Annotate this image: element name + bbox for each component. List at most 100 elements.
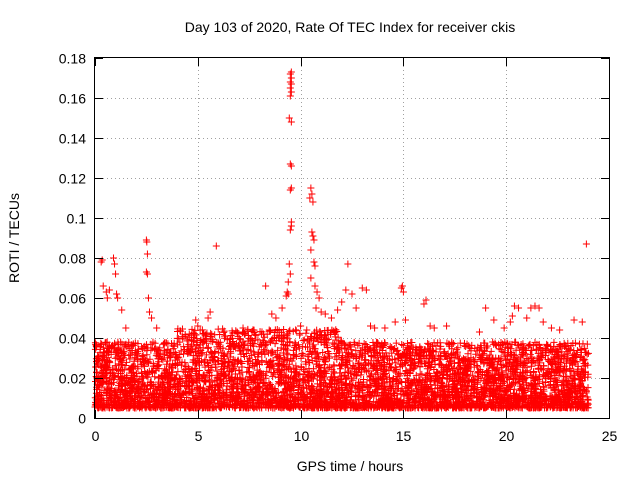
data-point xyxy=(207,349,215,357)
data-point xyxy=(446,357,454,365)
data-point xyxy=(407,342,415,350)
data-point xyxy=(266,362,274,370)
data-point xyxy=(425,361,433,369)
data-point xyxy=(347,346,355,354)
data-points xyxy=(91,68,592,412)
data-point xyxy=(144,358,152,366)
data-point xyxy=(468,341,476,349)
data-point xyxy=(203,390,211,398)
data-point xyxy=(399,341,407,349)
data-point xyxy=(293,365,301,373)
data-point xyxy=(462,343,470,351)
data-point xyxy=(313,353,321,361)
data-point xyxy=(223,363,231,371)
data-point xyxy=(300,336,308,344)
data-point xyxy=(307,393,315,401)
data-point xyxy=(163,357,171,365)
data-point xyxy=(151,373,159,381)
data-point xyxy=(544,341,552,349)
data-point xyxy=(200,371,208,379)
data-point xyxy=(111,362,119,370)
data-point xyxy=(274,346,282,354)
data-point xyxy=(579,340,587,348)
data-point xyxy=(157,383,165,391)
data-point xyxy=(392,339,400,347)
data-point xyxy=(503,374,511,382)
data-point xyxy=(151,339,159,347)
data-point xyxy=(382,349,390,357)
data-point xyxy=(438,374,446,382)
data-point xyxy=(190,337,198,345)
data-point xyxy=(398,341,406,349)
data-point xyxy=(545,348,553,356)
data-point xyxy=(473,369,481,377)
data-point xyxy=(521,375,529,383)
data-point xyxy=(144,373,152,381)
data-point xyxy=(244,363,252,371)
data-point xyxy=(128,341,136,349)
data-point xyxy=(401,378,409,386)
data-point xyxy=(467,367,475,375)
data-point xyxy=(106,359,114,367)
data-point xyxy=(536,371,544,379)
data-point xyxy=(316,363,324,371)
data-point xyxy=(497,361,505,369)
data-point xyxy=(99,352,107,360)
data-point xyxy=(320,353,328,361)
data-point xyxy=(201,356,209,364)
data-point xyxy=(304,353,312,361)
data-point xyxy=(245,381,253,389)
data-point xyxy=(416,370,424,378)
data-point xyxy=(173,334,181,342)
data-point xyxy=(302,360,310,368)
data-point xyxy=(329,339,337,347)
data-point xyxy=(473,347,481,355)
data-point xyxy=(299,337,307,345)
data-point xyxy=(292,327,300,335)
data-point xyxy=(96,389,104,397)
data-point xyxy=(503,362,511,370)
data-point xyxy=(307,333,315,341)
data-point xyxy=(475,368,483,376)
data-point xyxy=(139,351,147,359)
data-point xyxy=(348,351,356,359)
data-point xyxy=(237,350,245,358)
data-point xyxy=(577,345,585,353)
data-point xyxy=(247,347,255,355)
data-point xyxy=(298,350,306,358)
data-point xyxy=(377,362,385,370)
data-point xyxy=(570,374,578,382)
data-point xyxy=(304,343,312,351)
data-point xyxy=(539,378,547,386)
data-point xyxy=(231,363,239,371)
data-point xyxy=(321,358,329,366)
data-point xyxy=(181,368,189,376)
data-point xyxy=(271,340,279,348)
data-point xyxy=(202,351,210,359)
data-point xyxy=(427,381,435,389)
data-point xyxy=(472,350,480,358)
data-point xyxy=(392,359,400,367)
data-point xyxy=(265,326,273,334)
data-point xyxy=(471,357,479,365)
data-point xyxy=(123,358,131,366)
data-point xyxy=(356,364,364,372)
data-point xyxy=(443,381,451,389)
data-point xyxy=(227,374,235,382)
data-point xyxy=(351,340,359,348)
data-point xyxy=(138,393,146,401)
data-point xyxy=(348,384,356,392)
data-point xyxy=(207,329,215,337)
data-point xyxy=(431,381,439,389)
data-point xyxy=(421,346,429,354)
data-point xyxy=(512,346,520,354)
data-point xyxy=(360,375,368,383)
data-point xyxy=(238,368,246,376)
data-point xyxy=(321,331,329,339)
data-point xyxy=(427,375,435,383)
data-point xyxy=(223,351,231,359)
data-point xyxy=(434,376,442,384)
chart-title: Day 103 of 2020, Rate Of TEC Index for r… xyxy=(185,19,515,35)
data-point xyxy=(319,349,327,357)
